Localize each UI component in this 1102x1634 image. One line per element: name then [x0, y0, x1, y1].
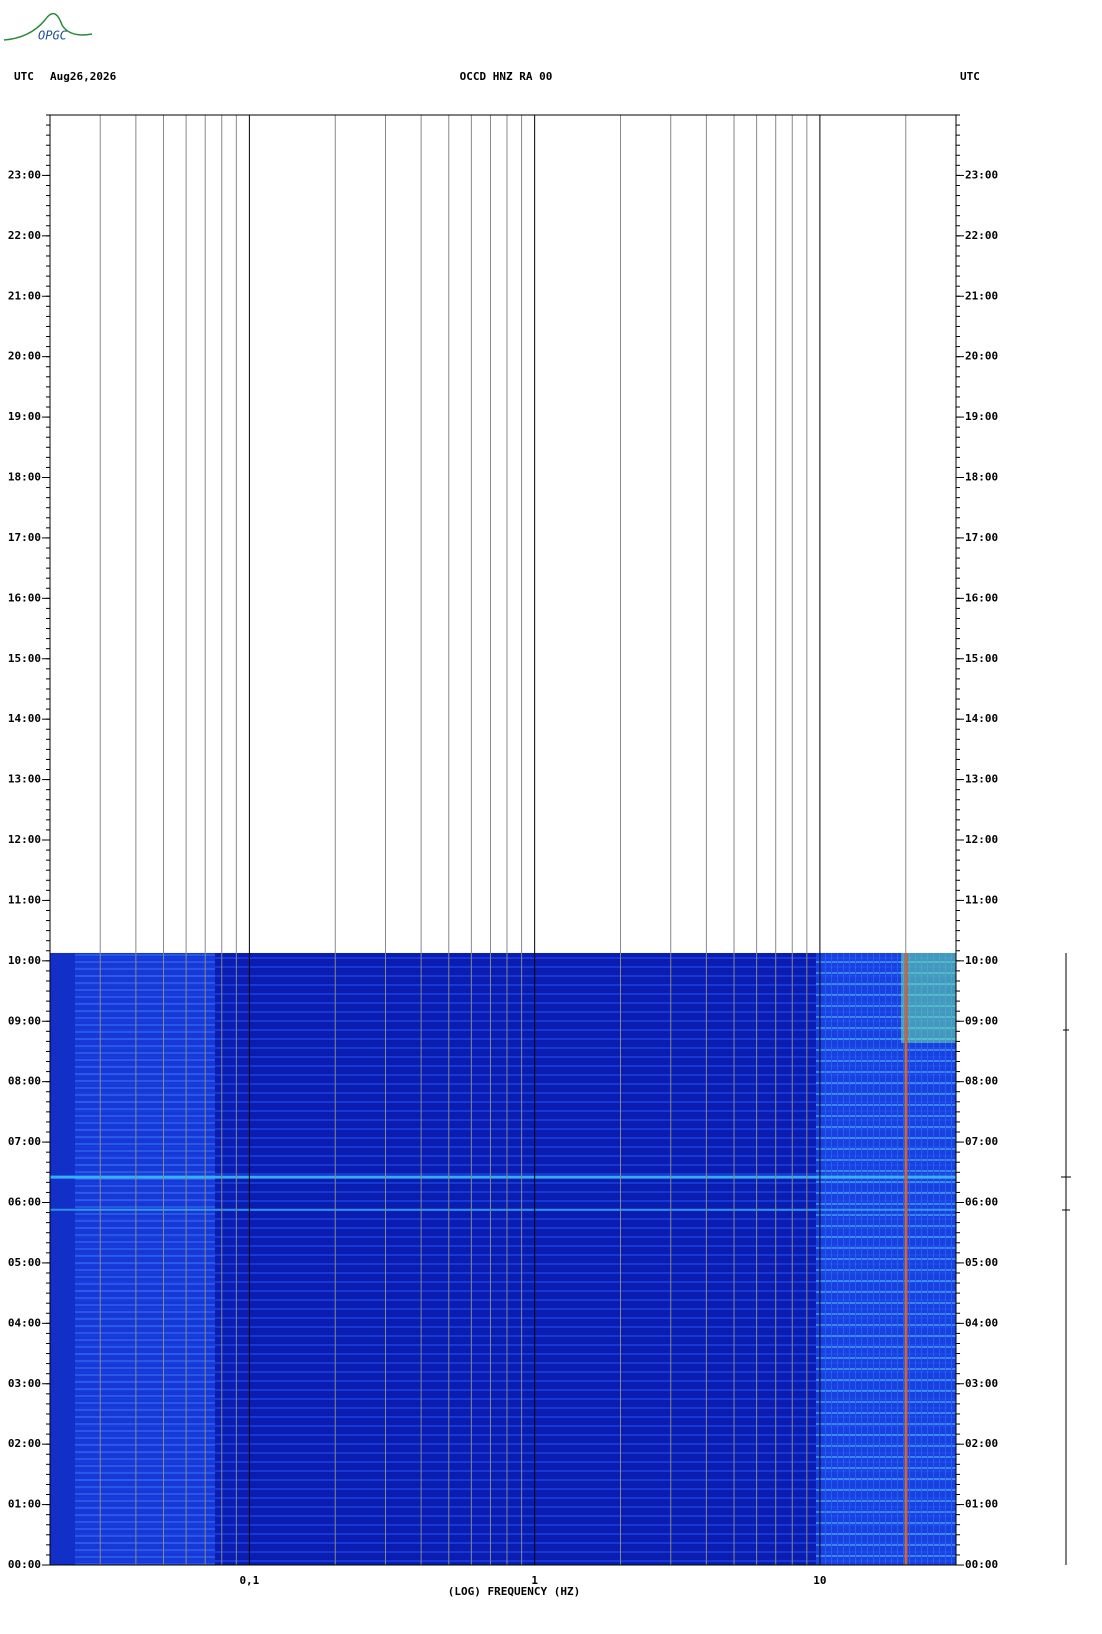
y-tick-label: 14:00: [8, 712, 41, 725]
y-tick-label-right: 06:00: [965, 1196, 998, 1209]
y-tick-label: 10:00: [8, 954, 41, 967]
y-tick-label: 07:00: [8, 1135, 41, 1148]
y-tick-label: 05:00: [8, 1256, 41, 1269]
y-tick-label: 20:00: [8, 350, 41, 363]
texture: [75, 952, 215, 1565]
y-tick-label-right: 08:00: [965, 1075, 998, 1088]
y-tick-label-right: 19:00: [965, 410, 998, 423]
y-tick-label: 15:00: [8, 652, 41, 665]
y-tick-label: 08:00: [8, 1075, 41, 1088]
y-tick-label-right: 07:00: [965, 1135, 998, 1148]
x-axis-label: (LOG) FREQUENCY (HZ): [448, 1585, 580, 1598]
right-header: UTC: [960, 70, 980, 83]
y-tick-label: 21:00: [8, 289, 41, 302]
trace: [1061, 953, 1071, 1565]
y-tick-label-right: 10:00: [965, 954, 998, 967]
y-tick-label: 12:00: [8, 833, 41, 846]
texture: [50, 952, 75, 1565]
y-tick-label-right: 00:00: [965, 1558, 998, 1571]
y-tick-label-right: 12:00: [965, 833, 998, 846]
y-tick-label: 13:00: [8, 773, 41, 786]
y-tick-label: 16:00: [8, 591, 41, 604]
y-tick-label-right: 18:00: [965, 471, 998, 484]
y-tick-label-right: 04:00: [965, 1316, 998, 1329]
texture: [816, 952, 956, 1565]
x-tick-label: 10: [813, 1574, 826, 1587]
spectrogram: [50, 952, 956, 1565]
y-tick-label: 19:00: [8, 410, 41, 423]
y-tick-label-right: 01:00: [965, 1498, 998, 1511]
y-tick-label-right: 22:00: [965, 229, 998, 242]
y-tick-label: 04:00: [8, 1316, 41, 1329]
y-tick-label-right: 02:00: [965, 1437, 998, 1450]
chart-title: OCCD HNZ RA 00: [460, 70, 553, 83]
y-tick-label-right: 13:00: [965, 773, 998, 786]
logo-text: OPGC: [38, 29, 68, 43]
y-tick-label: 02:00: [8, 1437, 41, 1450]
x-tick-label: 0,1: [239, 1574, 259, 1587]
y-tick-label-right: 16:00: [965, 591, 998, 604]
y-tick-label-right: 21:00: [965, 289, 998, 302]
y-tick-label-right: 03:00: [965, 1377, 998, 1390]
y-tick-label-right: 11:00: [965, 893, 998, 906]
logo: OPGC: [3, 12, 93, 43]
date: Aug26,2026: [50, 70, 117, 83]
y-tick-label: 06:00: [8, 1196, 41, 1209]
y-tick-label: 18:00: [8, 471, 41, 484]
texture: [901, 952, 956, 1043]
left-header: UTC: [14, 70, 34, 83]
y-tick-label: 09:00: [8, 1014, 41, 1027]
y-tick-label-right: 09:00: [965, 1014, 998, 1027]
x-tick-label: 1: [531, 1574, 538, 1587]
y-tick-label: 23:00: [8, 168, 41, 181]
y-tick-label: 01:00: [8, 1498, 41, 1511]
y-tick-label: 11:00: [8, 893, 41, 906]
y-tick-label-right: 23:00: [965, 168, 998, 181]
y-tick-label: 03:00: [8, 1377, 41, 1390]
y-tick-label: 22:00: [8, 229, 41, 242]
y-tick-label: 17:00: [8, 531, 41, 544]
y-tick-label-right: 17:00: [965, 531, 998, 544]
y-tick-label-right: 20:00: [965, 350, 998, 363]
y-tick-label-right: 15:00: [965, 652, 998, 665]
y-tick-label-right: 05:00: [965, 1256, 998, 1269]
y-tick-label: 00:00: [8, 1558, 41, 1571]
y-tick-label-right: 14:00: [965, 712, 998, 725]
